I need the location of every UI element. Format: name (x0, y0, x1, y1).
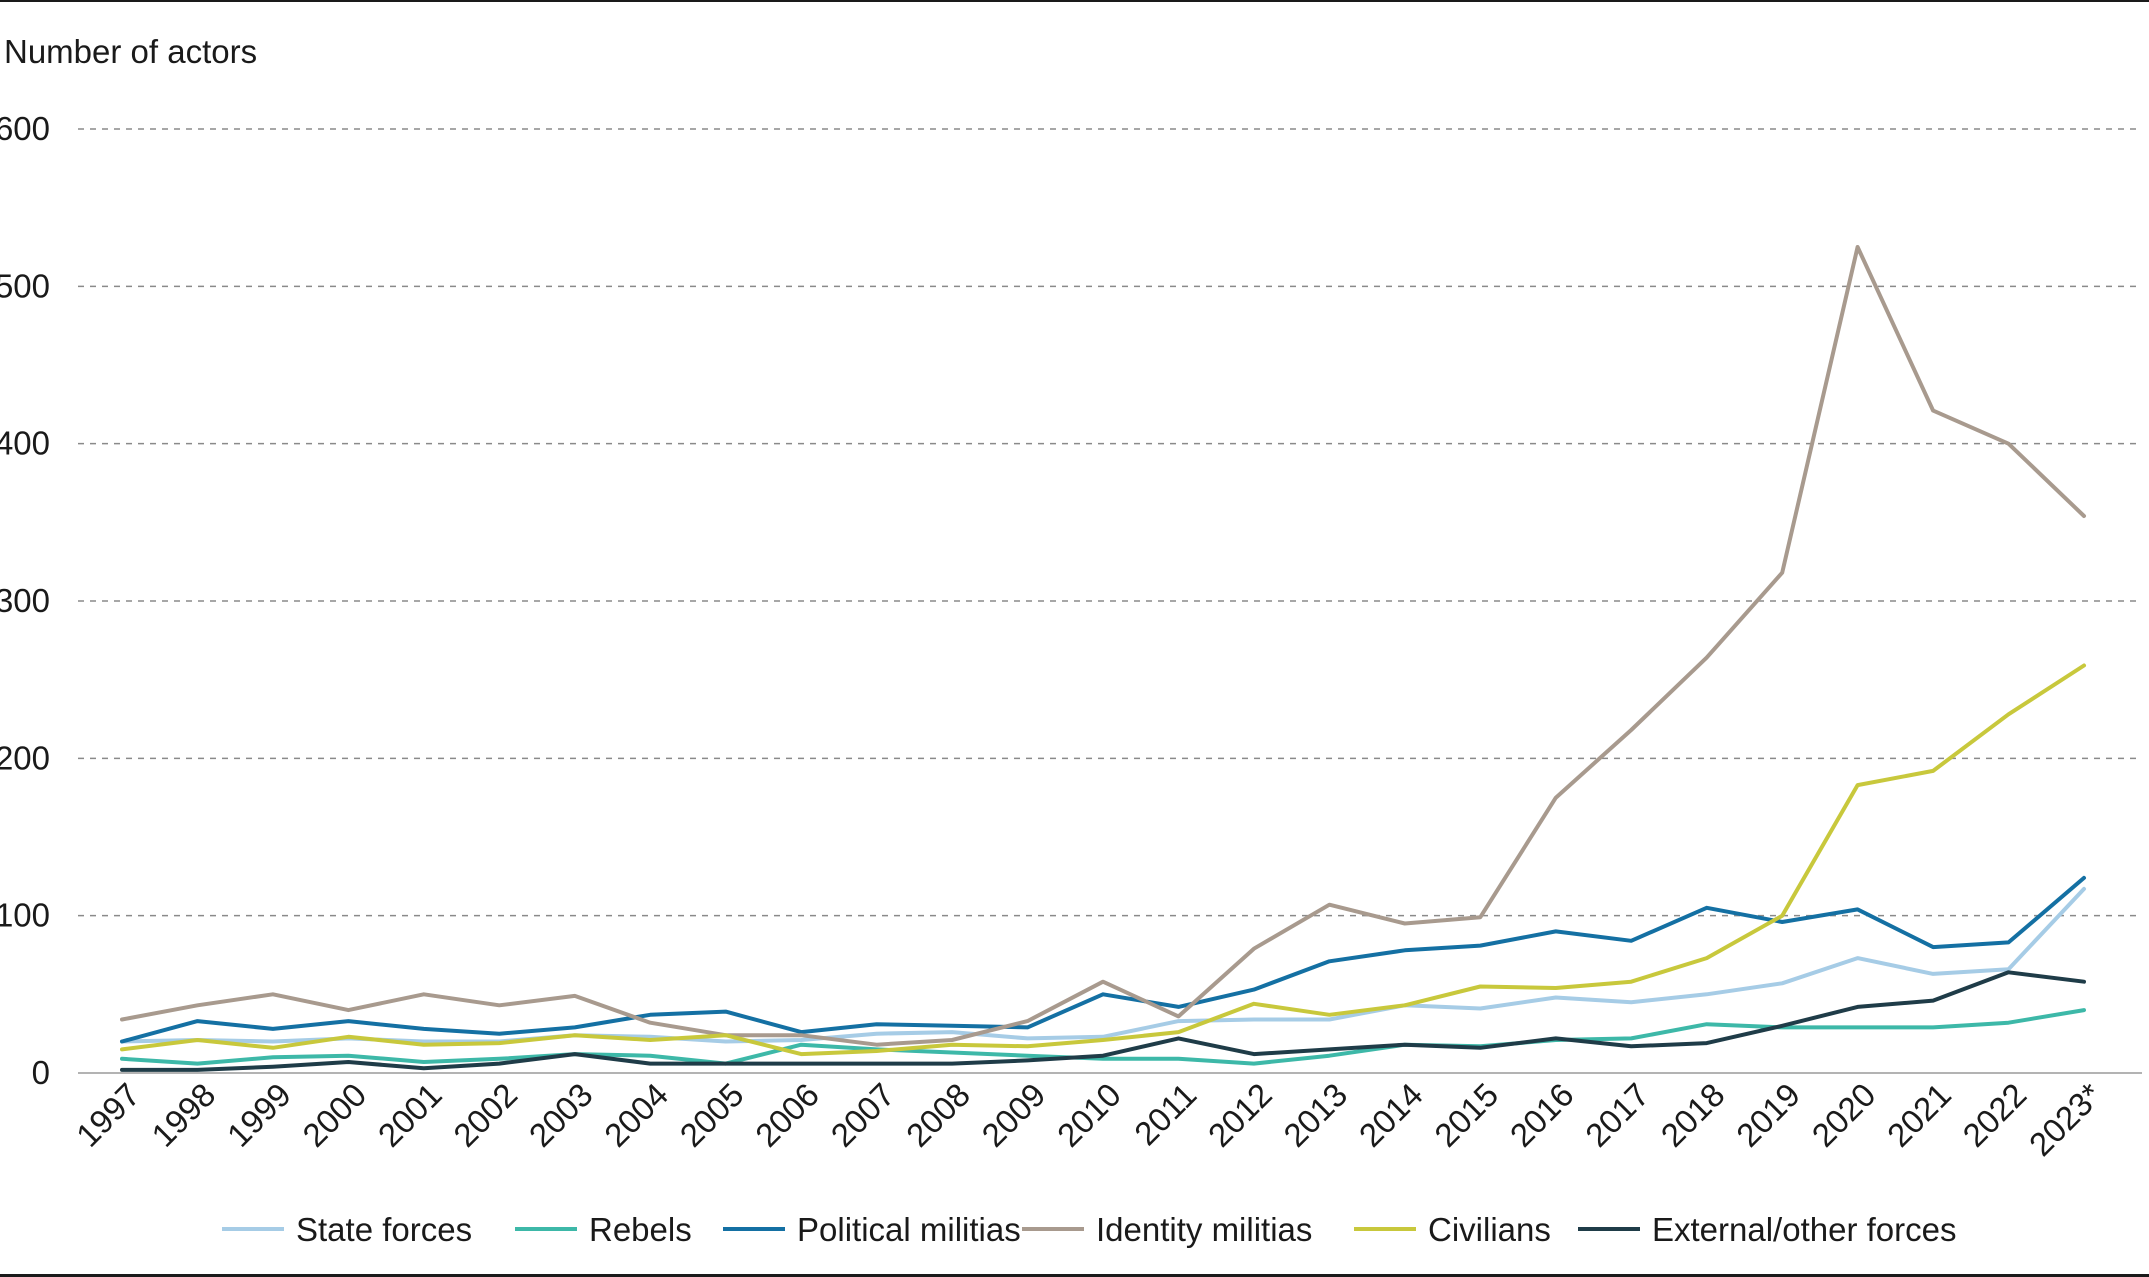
gridlines (78, 128, 2142, 1074)
legend-label: State forces (296, 1211, 472, 1248)
y-tick-label: 400 (0, 425, 50, 462)
frame-bottom-rule (0, 1274, 2149, 1277)
x-tick-label: 2011 (1127, 1076, 1203, 1152)
x-tick-label: 2015 (1427, 1076, 1505, 1154)
x-tick-label: 2002 (446, 1076, 524, 1154)
x-tick-label: 2012 (1201, 1076, 1279, 1154)
y-tick-label: 200 (0, 739, 50, 776)
legend-label: External/other forces (1652, 1211, 1956, 1248)
legend-label: Civilians (1428, 1211, 1551, 1248)
x-tick-label: 1999 (220, 1076, 298, 1154)
y-axis-ticks: 0 100 200 300 400 500 600 (0, 110, 50, 1091)
y-tick-label: 0 (32, 1054, 50, 1091)
legend-label: Identity militias (1096, 1211, 1312, 1248)
series-line-5 (120, 970, 2086, 1072)
x-tick-label: 2004 (597, 1076, 675, 1154)
x-tick-label: 2016 (1503, 1076, 1581, 1154)
x-axis-ticks: 1997199819992000200120022003200420052006… (69, 1076, 2109, 1163)
x-tick-label: 2021 (1880, 1076, 1958, 1154)
x-tick-label: 2006 (748, 1076, 826, 1154)
series-line-0 (120, 886, 2086, 1044)
series-lines (120, 245, 2086, 1072)
legend-label: Political militias (797, 1211, 1021, 1248)
series-line-3 (120, 245, 2086, 1047)
x-tick-label: 2020 (1804, 1076, 1882, 1154)
series-line-1 (120, 1008, 2086, 1066)
x-tick-label: 2017 (1578, 1076, 1656, 1154)
y-tick-label: 300 (0, 582, 50, 619)
x-tick-label: 2000 (295, 1076, 373, 1154)
x-tick-label: 1997 (69, 1076, 147, 1154)
frame-top-rule (0, 0, 2149, 2)
x-tick-label: 2010 (1050, 1076, 1128, 1154)
x-tick-label: 2008 (899, 1076, 977, 1154)
x-tick-label: 2023* (2022, 1076, 2109, 1163)
x-tick-label: 2013 (1276, 1076, 1354, 1154)
x-tick-label: 2001 (371, 1076, 449, 1154)
x-tick-label: 2014 (1352, 1076, 1430, 1154)
series-line-2 (120, 875, 2086, 1044)
x-tick-label: 2007 (823, 1076, 901, 1154)
x-tick-label: 2022 (1955, 1076, 2033, 1154)
y-tick-label: 600 (0, 110, 50, 147)
legend-label: Rebels (589, 1211, 692, 1248)
x-tick-label: 2005 (673, 1076, 751, 1154)
y-axis-title: Number of actors (4, 33, 257, 70)
x-tick-label: 2019 (1729, 1076, 1807, 1154)
series-line-4 (120, 663, 2086, 1057)
x-tick-label: 1998 (144, 1076, 222, 1154)
x-tick-label: 2009 (974, 1076, 1052, 1154)
y-tick-label: 100 (0, 897, 50, 934)
legend: State forces Rebels Political militias Iden… (222, 1211, 1956, 1248)
x-tick-label: 2003 (522, 1076, 600, 1154)
x-tick-label: 2018 (1654, 1076, 1732, 1154)
y-tick-label: 500 (0, 267, 50, 304)
